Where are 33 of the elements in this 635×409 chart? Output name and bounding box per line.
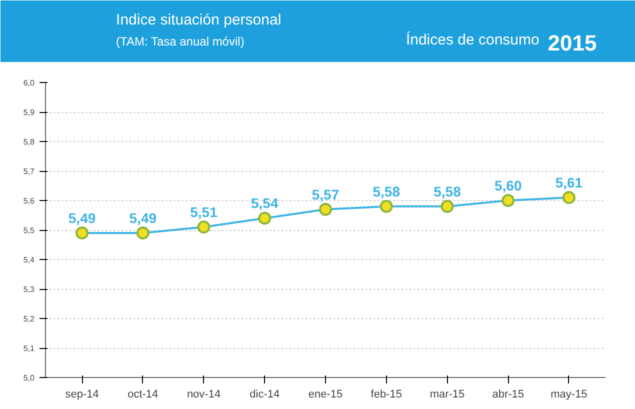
x-tick-label: sep-14 xyxy=(65,388,99,400)
data-label: 5,57 xyxy=(312,186,340,202)
y-tick-label: 5,4 xyxy=(23,256,36,264)
y-tick-label: 5,0 xyxy=(23,374,36,382)
text: 2015 xyxy=(548,30,597,56)
y-tick-label: 5,9 xyxy=(23,108,36,117)
x-tick-label: dic-14 xyxy=(250,388,280,400)
text: Índices de consumo xyxy=(406,30,540,48)
data-label: 5,54 xyxy=(251,195,278,212)
x-tick-label: ene-15 xyxy=(308,388,343,400)
data-label: 5,60 xyxy=(494,178,522,194)
y-tick-label: 5,5 xyxy=(23,226,36,235)
x-tick-label: oct-14 xyxy=(128,388,158,400)
x-tick-label: abr-15 xyxy=(492,388,524,400)
x-tick-label: feb-15 xyxy=(370,388,402,400)
y-tick-label: 5,8 xyxy=(23,138,36,146)
x-tick-label: may-15 xyxy=(550,388,588,400)
chart-subtitle: (TAM: Tasa anual móvil) xyxy=(116,34,244,48)
y-tick-label: 5,1 xyxy=(23,344,36,353)
chart-title: Indice situación personal xyxy=(116,12,282,28)
x-tick-label: nov-14 xyxy=(186,388,221,400)
x-tick-label: mar-15 xyxy=(430,388,465,400)
y-tick-label: 5,6 xyxy=(23,196,36,206)
y-tick-label: 5,7 xyxy=(23,167,36,176)
data-label: 5,58 xyxy=(372,183,400,200)
data-label: 5,58 xyxy=(434,183,462,200)
y-tick-label: 5,3 xyxy=(23,285,36,294)
y-tick-label: 6,0 xyxy=(23,78,36,88)
data-label: 5,61 xyxy=(555,174,583,191)
y-tick-label: 5,2 xyxy=(23,314,36,324)
data-label: 5,49 xyxy=(129,210,157,226)
data-label: 5,49 xyxy=(68,210,96,226)
data-label: 5,51 xyxy=(190,204,218,220)
